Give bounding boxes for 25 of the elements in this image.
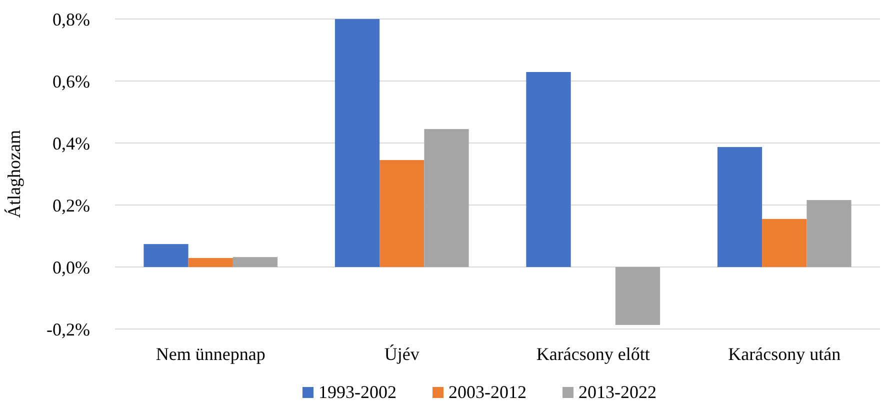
- bar: [380, 160, 424, 267]
- y-tick-label: 0,0%: [52, 257, 90, 278]
- y-tick-label: 0,8%: [52, 9, 90, 30]
- bar: [144, 244, 188, 267]
- bar: [424, 129, 469, 267]
- y-tick-label: 0,2%: [52, 195, 90, 216]
- bar: [615, 267, 660, 325]
- bar: [188, 258, 233, 267]
- y-tick-label: 0,4%: [52, 133, 90, 154]
- bar: [762, 218, 807, 267]
- legend-label: 2013-2022: [578, 382, 656, 402]
- bar: [232, 257, 278, 267]
- x-tick-label: Nem ünnepnap: [156, 344, 266, 364]
- x-tick-label: Újév: [384, 344, 420, 364]
- legend-label: 2003-2012: [448, 382, 526, 402]
- x-tick-label: Karácsony után: [728, 344, 841, 364]
- x-tick-label: Karácsony előtt: [536, 344, 650, 364]
- legend-label: 1993-2002: [318, 382, 396, 402]
- bar: [717, 147, 762, 267]
- y-tick-label: 0,6%: [52, 71, 90, 92]
- bar: [806, 200, 852, 267]
- bar: [334, 19, 380, 267]
- bar: [526, 72, 571, 267]
- y-axis-title: Átlaghozam: [4, 130, 24, 218]
- y-tick-label: -0,2%: [46, 319, 90, 340]
